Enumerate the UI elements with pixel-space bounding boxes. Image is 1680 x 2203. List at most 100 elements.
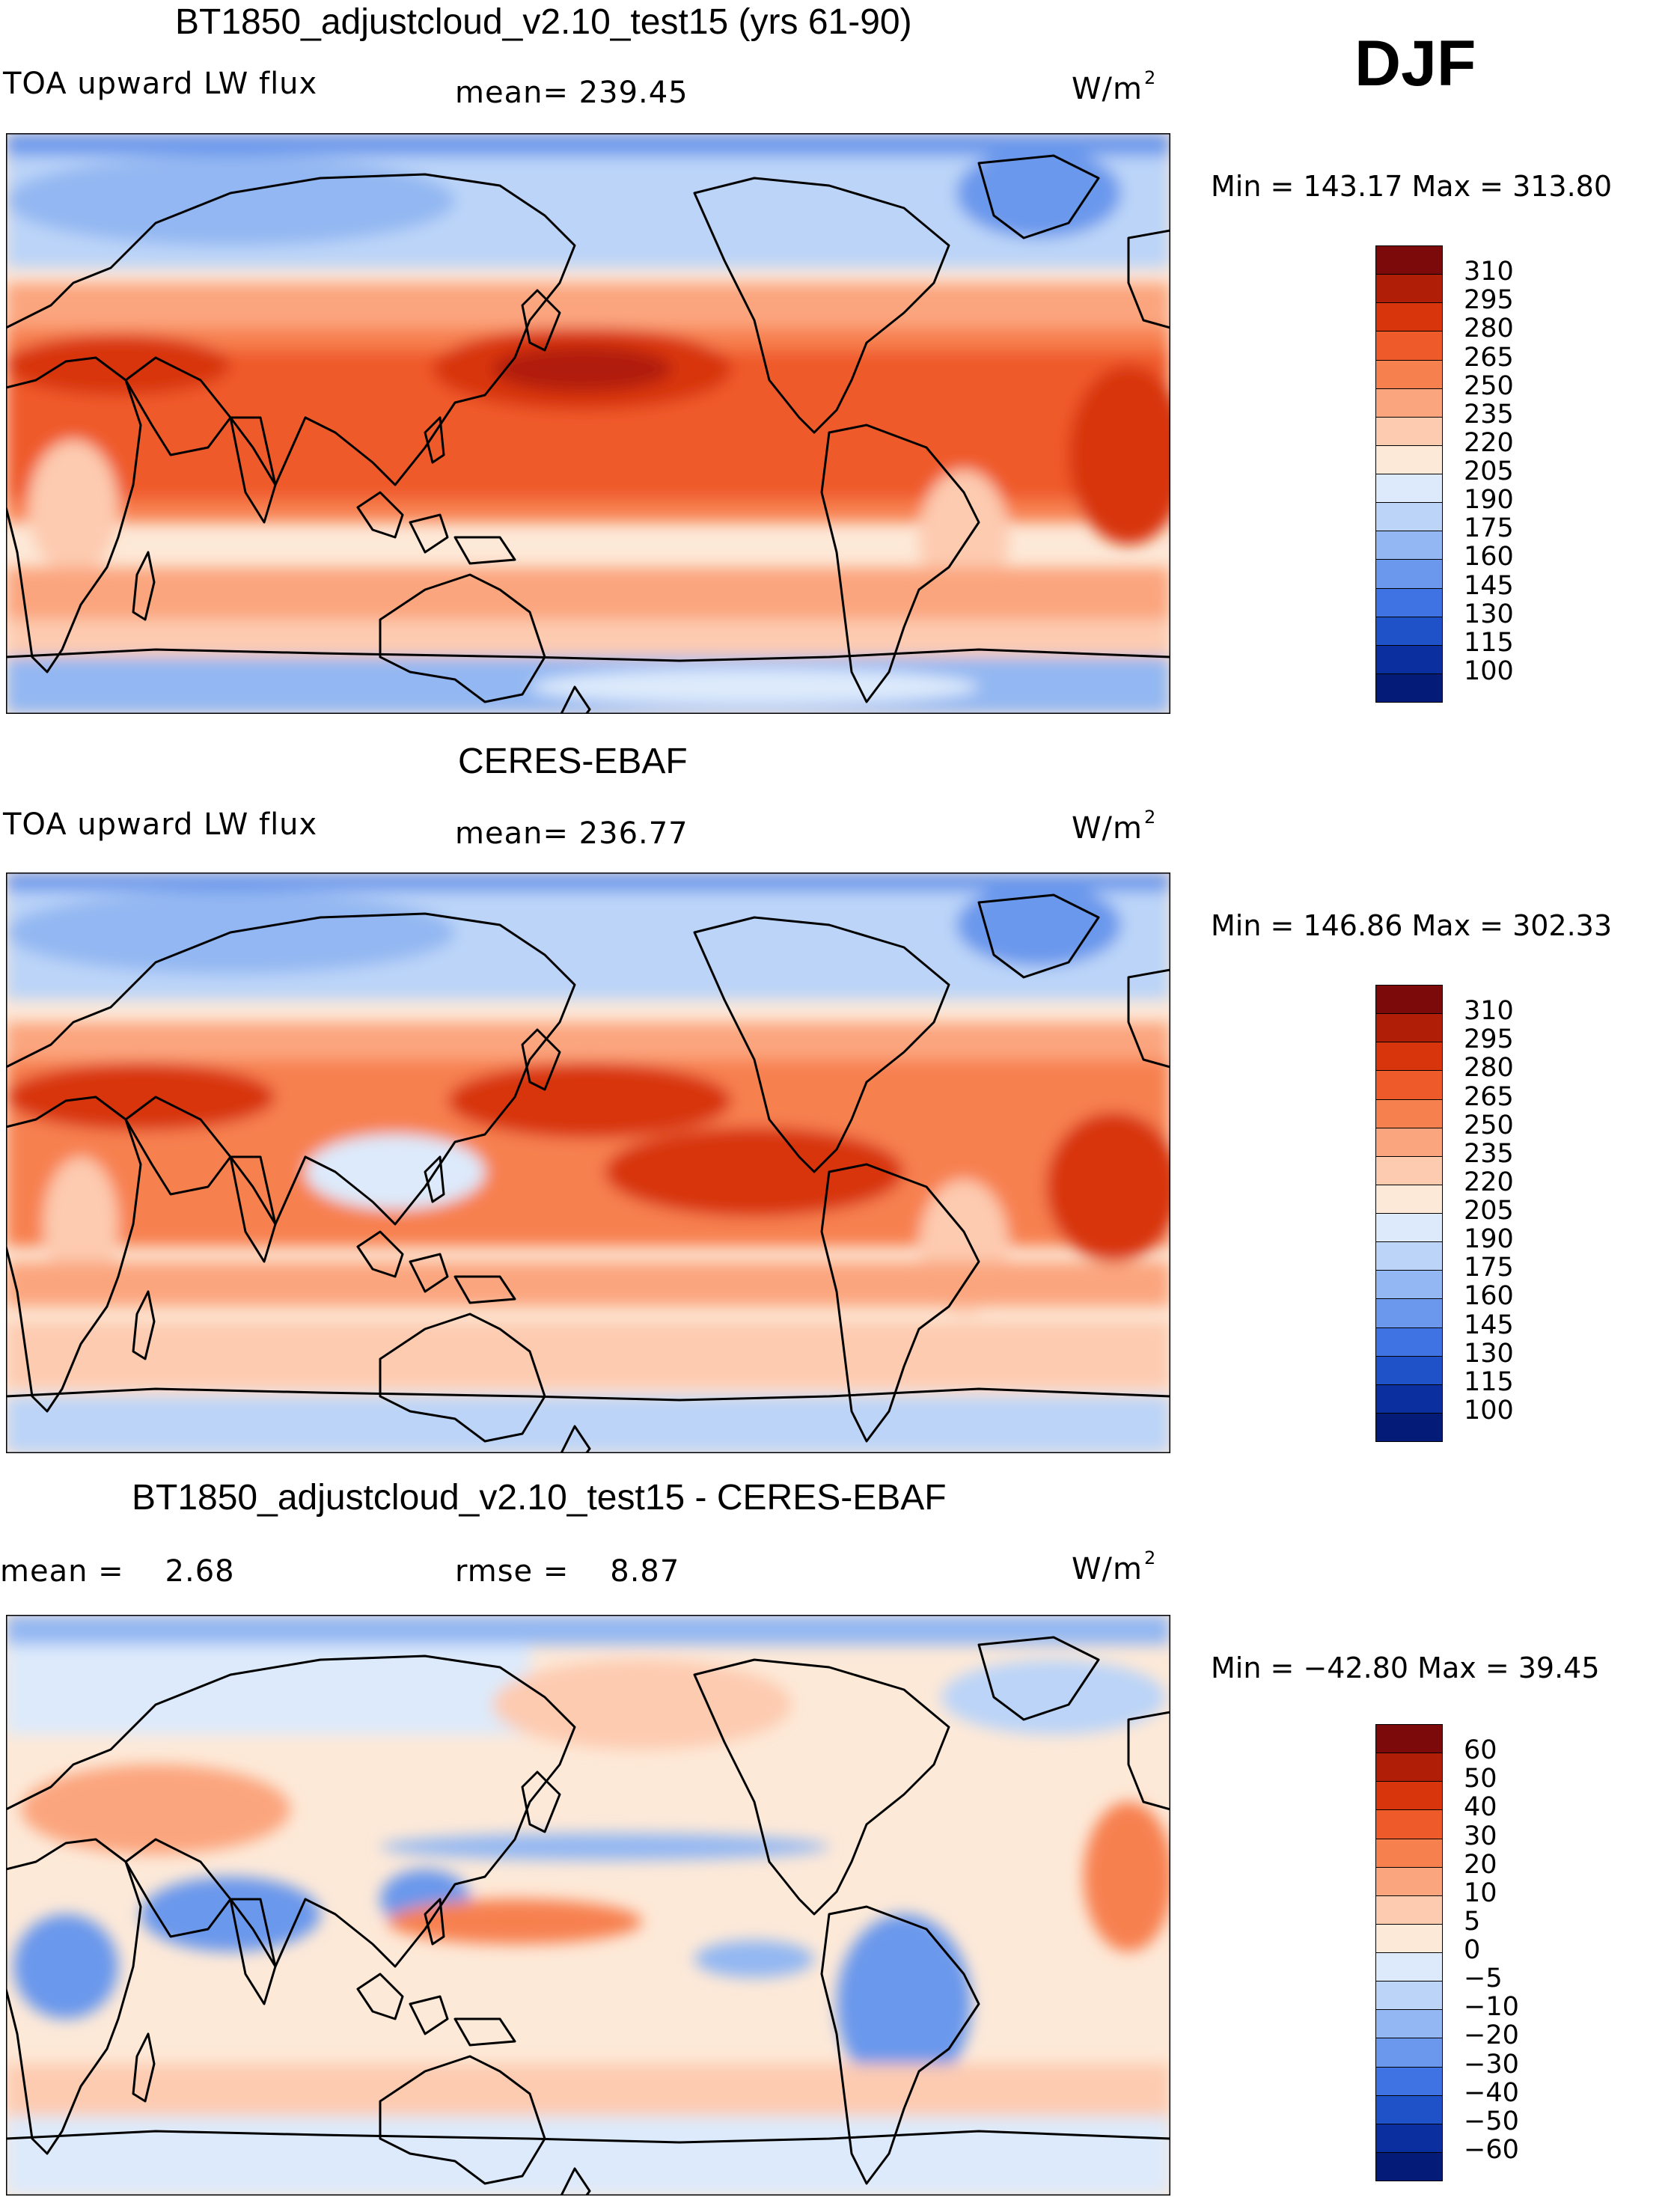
colorbar-box [1375, 644, 1443, 674]
colorbar-tick-label: 130 [1464, 1338, 1514, 1369]
colorbar-box [1375, 2151, 1443, 2181]
colorbar-box [1375, 616, 1443, 646]
panel-2-title: CERES-EBAF [458, 742, 688, 781]
colorbar-box [1375, 359, 1443, 389]
season-label: DJF [1354, 28, 1476, 100]
colorbar-box [1375, 1013, 1443, 1043]
panel-1-mean-label: mean= 239.45 [455, 76, 688, 110]
colorbar-tick-label: 115 [1464, 627, 1514, 658]
colorbar-box [1375, 388, 1443, 418]
colorbar-tick-label: 50 [1464, 1764, 1497, 1794]
colorbar-tick-label: −50 [1464, 2106, 1519, 2136]
colorbar-box [1375, 274, 1443, 304]
colorbar-tick-label: 100 [1464, 1395, 1514, 1426]
panel-2-mean-label: mean= 236.77 [455, 816, 688, 851]
colorbar-tick-label: −5 [1464, 1964, 1503, 1994]
colorbar-box [1375, 1412, 1443, 1442]
colorbar-box [1375, 1384, 1443, 1414]
colorbar-tick-label: −20 [1464, 2020, 1519, 2051]
colorbar-tick-label: −60 [1464, 2134, 1519, 2165]
colorbar-tick-label: 265 [1464, 342, 1514, 373]
colorbar-tick-label: −10 [1464, 1992, 1519, 2023]
panel-3-rmse-label: rmse = 8.87 [455, 1554, 680, 1589]
colorbar-tick-label: 190 [1464, 1224, 1514, 1255]
colorbar-box [1375, 2066, 1443, 2096]
panel-1-unit: W/m2 [1072, 67, 1157, 106]
colorbar-tick-label: 175 [1464, 1253, 1514, 1283]
colorbar-box [1375, 245, 1443, 275]
colorbar-tick-label: 145 [1464, 570, 1514, 601]
colorbar-tick-label: 295 [1464, 1024, 1514, 1055]
colorbar-tick-label: 235 [1464, 399, 1514, 430]
colorbar-tick-label: 280 [1464, 1053, 1514, 1084]
panel-2-map [6, 873, 1170, 1453]
colorbar-box [1375, 1355, 1443, 1385]
colorbar-tick-label: 10 [1464, 1877, 1497, 1908]
colorbar-box [1375, 1127, 1443, 1157]
colorbar-box [1375, 1155, 1443, 1185]
colorbar-tick-label: 205 [1464, 1196, 1514, 1226]
panel-3-unit: W/m2 [1072, 1547, 1157, 1586]
colorbar-box [1375, 1809, 1443, 1839]
panel-1-left-label: TOA upward LW flux [3, 67, 318, 101]
colorbar-tick-label: 250 [1464, 370, 1514, 401]
panel-3-mean-label: mean = 2.68 [0, 1554, 235, 1589]
colorbar-box [1375, 1866, 1443, 1896]
colorbar-box [1375, 1270, 1443, 1300]
colorbar-box [1375, 1241, 1443, 1271]
colorbar-box [1375, 2094, 1443, 2124]
colorbar-box [1375, 1070, 1443, 1100]
colorbar-tick-label: 0 [1464, 1935, 1481, 1965]
panel-3-colorbar: 60 50 40 30 20 10 5 0 −5 −10 −20 −30 −40 −50 −60 [1375, 1724, 1519, 2181]
colorbar-box [1375, 2038, 1443, 2068]
colorbar-box [1375, 1923, 1443, 1953]
panel-1-colorbar: 310 295 280 265 250 235 220 205 190 175 160 145 130 1… [1375, 245, 1514, 703]
colorbar-tick-label: 295 [1464, 285, 1514, 316]
panel-3-map [6, 1615, 1170, 2196]
panel-2-left-label: TOA upward LW flux [3, 807, 318, 842]
colorbar-tick-label: 30 [1464, 1821, 1497, 1851]
colorbar-tick-label: 310 [1464, 996, 1514, 1027]
colorbar-box [1375, 1952, 1443, 1982]
colorbar-tick-label: 20 [1464, 1849, 1497, 1880]
colorbar-box [1375, 985, 1443, 1015]
colorbar-box [1375, 331, 1443, 361]
colorbar-box [1375, 416, 1443, 446]
colorbar-box [1375, 1213, 1443, 1243]
colorbar-tick-label: −30 [1464, 2049, 1519, 2080]
colorbar-tick-label: 130 [1464, 599, 1514, 629]
panel-3-title: BT1850_adjustcloud_v2.10_test15 - CERES-… [132, 1478, 947, 1518]
colorbar-tick-label: 310 [1464, 257, 1514, 287]
colorbar-tick-label: 250 [1464, 1110, 1514, 1140]
colorbar-tick-label: 160 [1464, 542, 1514, 572]
colorbar-box [1375, 302, 1443, 332]
colorbar-tick-label: 220 [1464, 427, 1514, 458]
colorbar-tick-label: 115 [1464, 1366, 1514, 1397]
colorbar-box [1375, 1099, 1443, 1128]
colorbar-box [1375, 1327, 1443, 1357]
panel-2-minmax: Min = 146.86 Max = 302.33 [1211, 909, 1613, 942]
colorbar-tick-label: 235 [1464, 1138, 1514, 1169]
colorbar-tick-label: 280 [1464, 314, 1514, 344]
colorbar-tick-label: 5 [1464, 1906, 1481, 1937]
colorbar-box [1375, 559, 1443, 589]
colorbar-box [1375, 502, 1443, 532]
colorbar-tick-label: 265 [1464, 1081, 1514, 1112]
panel-1-minmax: Min = 143.17 Max = 313.80 [1211, 170, 1613, 203]
colorbar-box [1375, 1753, 1443, 1782]
colorbar-tick-label: 220 [1464, 1167, 1514, 1197]
colorbar-tick-label: 60 [1464, 1735, 1497, 1766]
colorbar-box [1375, 1298, 1443, 1328]
colorbar-box [1375, 1724, 1443, 1754]
colorbar-box [1375, 1042, 1443, 1072]
colorbar-box [1375, 531, 1443, 560]
colorbar-box [1375, 673, 1443, 703]
colorbar-tick-label: 160 [1464, 1281, 1514, 1312]
colorbar-box [1375, 444, 1443, 474]
colorbar-box [1375, 587, 1443, 617]
panel-1-map [6, 133, 1170, 714]
colorbar-tick-label: 175 [1464, 513, 1514, 544]
colorbar-box [1375, 1838, 1443, 1868]
colorbar-tick-label: 100 [1464, 656, 1514, 686]
colorbar-tick-label: −40 [1464, 2077, 1519, 2108]
